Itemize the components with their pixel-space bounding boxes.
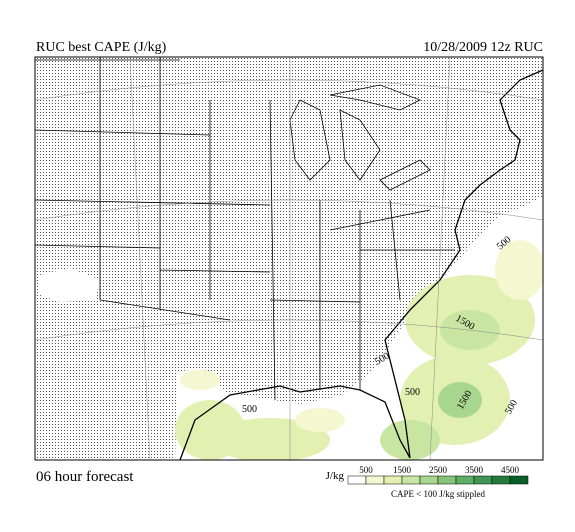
unstippled-area [40, 268, 100, 302]
title: RUC best CAPE (J/kg) [36, 40, 167, 55]
graticule [35, 57, 543, 460]
legend: 500 1500 2500 3500 4500 [347, 465, 529, 485]
cape-shading [175, 240, 543, 460]
legend-tick-label: 1500 [393, 465, 412, 475]
contour-label: 500 [405, 387, 420, 398]
forecast-label: 06 hour forecast [36, 469, 134, 485]
stipple-note: CAPE < 100 J/kg stippled [391, 489, 486, 499]
legend-swatch [365, 475, 385, 485]
legend-swatch [473, 475, 493, 485]
legend-tick-label: 2500 [429, 465, 448, 475]
map: 500 1500 500 500 1500 500 500 [35, 57, 543, 460]
legend-unit: J/kg [326, 470, 345, 482]
legend-swatch [401, 475, 421, 485]
legend-tick-label: 4500 [501, 465, 520, 475]
legend-swatch [383, 475, 403, 485]
legend-swatch [509, 475, 529, 485]
legend-tick-label: 3500 [465, 465, 484, 475]
legend-swatch [437, 475, 457, 485]
legend-swatch [491, 475, 511, 485]
map-frame [34, 56, 544, 461]
legend-swatch [419, 475, 439, 485]
legend-swatch [455, 475, 475, 485]
legend-tick-label: 500 [359, 465, 373, 475]
run-info: 10/28/2009 12z RUC [423, 40, 543, 55]
contour-label: 500 [242, 404, 257, 415]
legend-swatch [347, 475, 367, 485]
boundaries [35, 57, 543, 460]
